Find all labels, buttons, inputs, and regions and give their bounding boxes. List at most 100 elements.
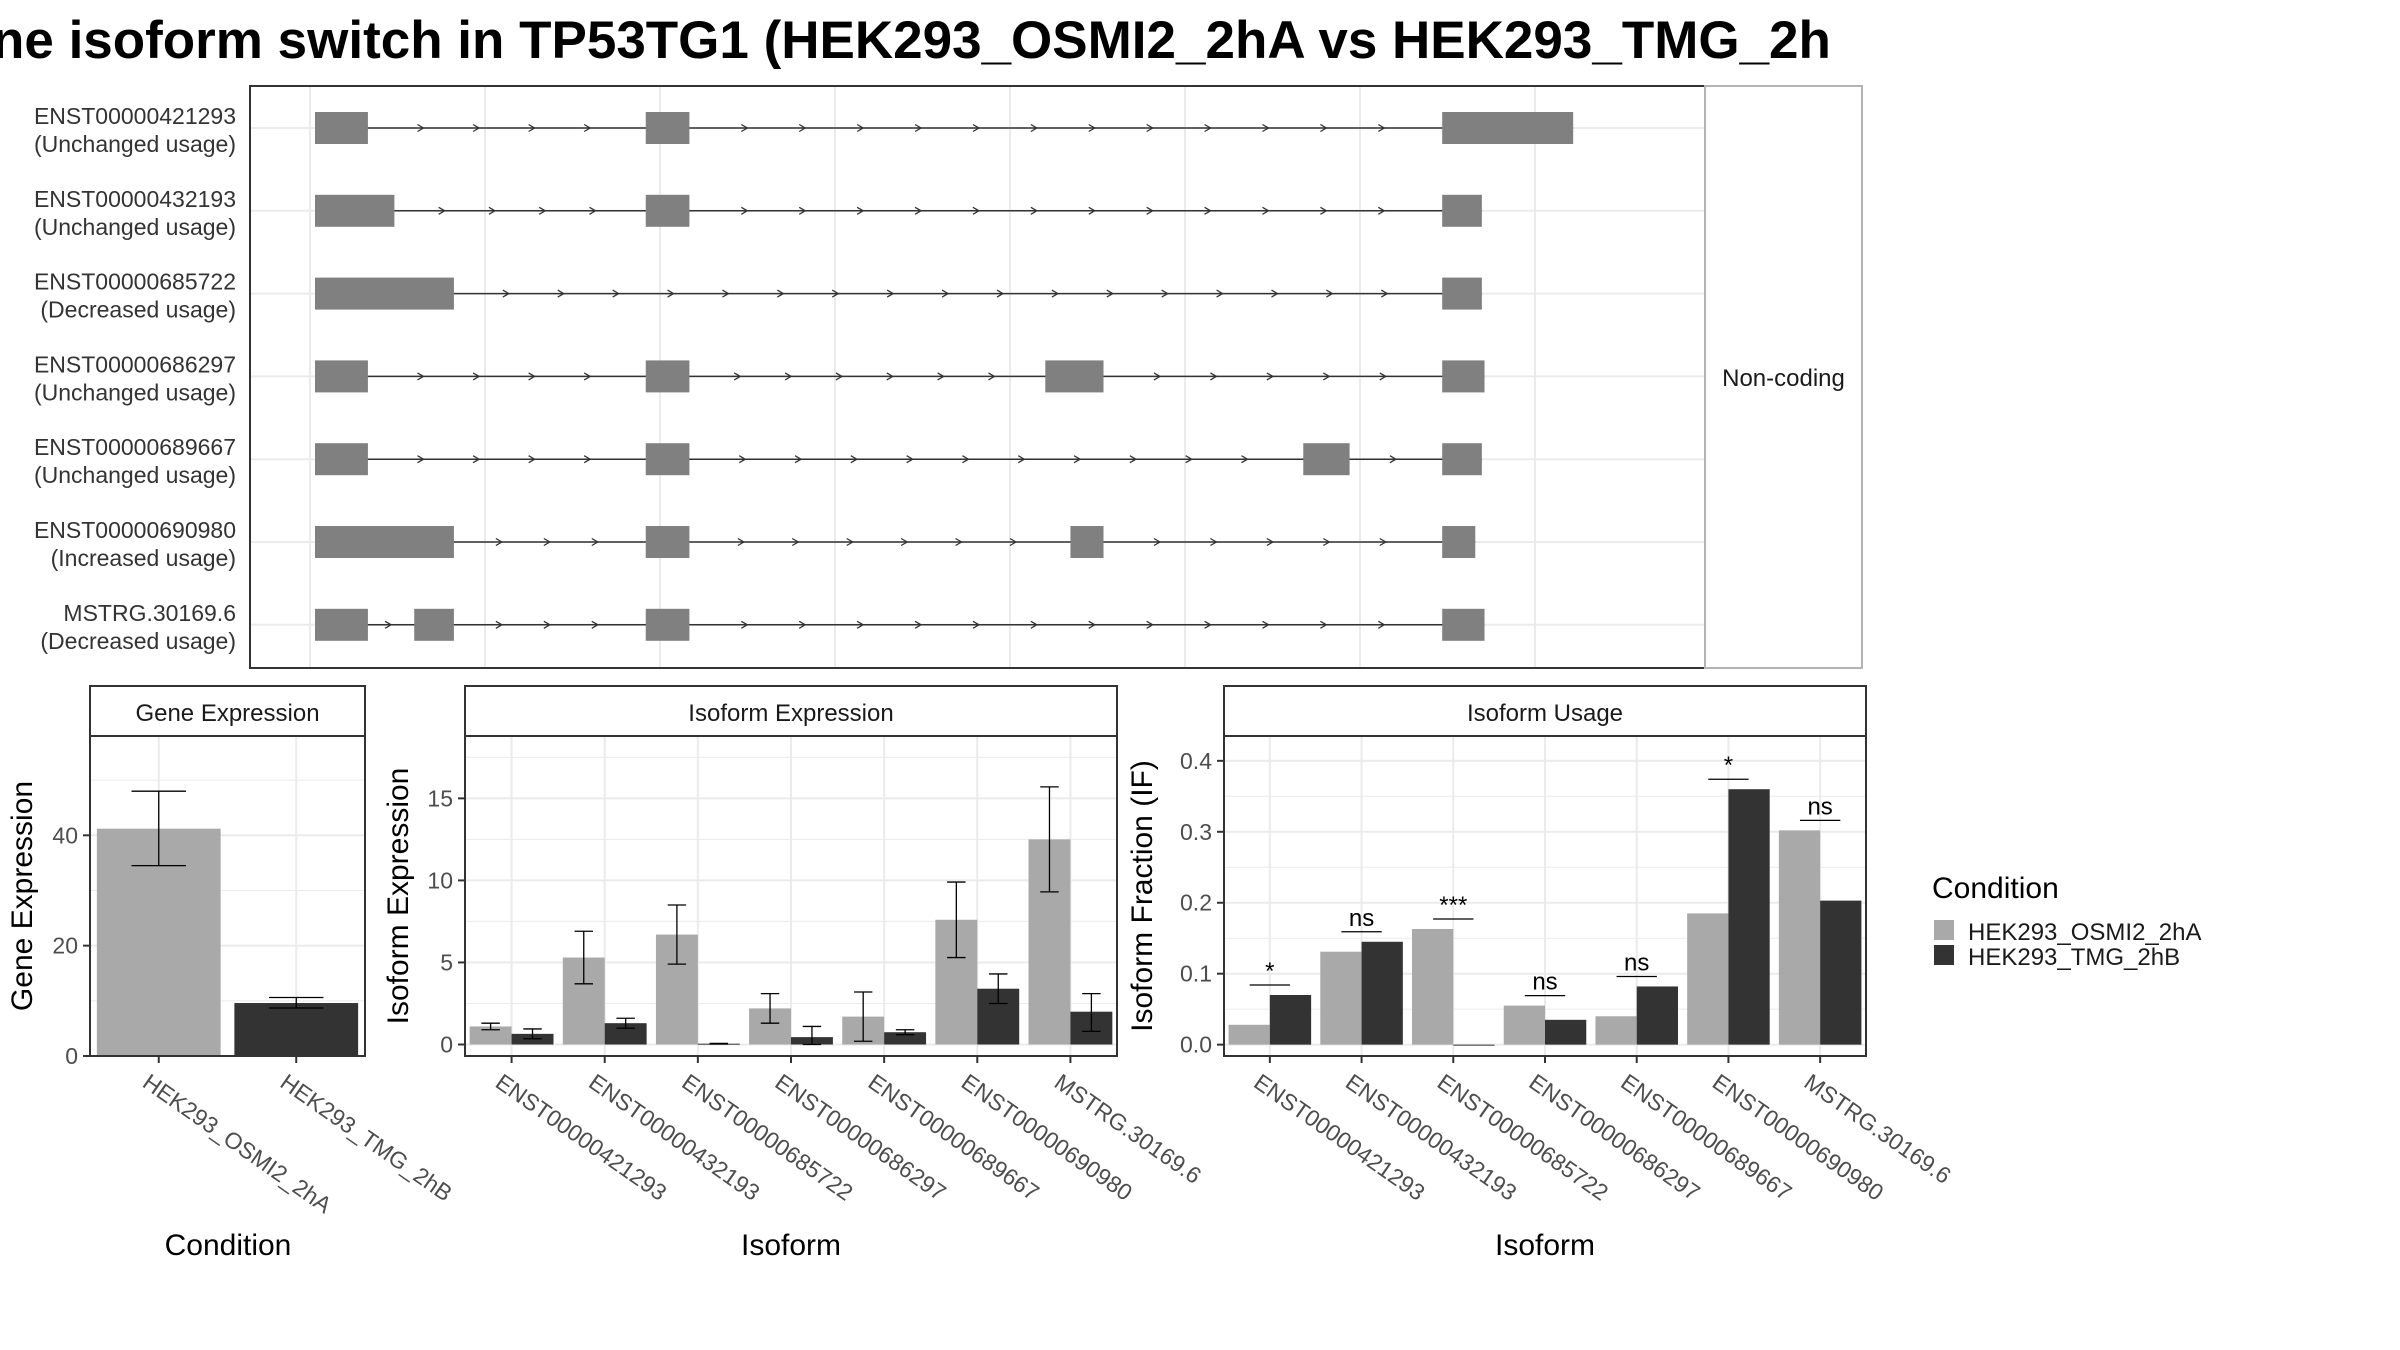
- significance-label: ns: [1532, 969, 1557, 996]
- intron-direction-arrow: [733, 372, 742, 381]
- exon-block: [1442, 277, 1482, 310]
- intron-direction-arrow: [1377, 620, 1386, 629]
- exon-block: [315, 194, 395, 227]
- intron-direction-arrow: [1051, 289, 1060, 298]
- y-axis-title: Isoform Fraction (IF): [1126, 760, 1159, 1032]
- bar: [469, 1026, 512, 1045]
- intron-direction-arrow: [740, 206, 749, 215]
- transcript-usage-label: (Unchanged usage): [34, 214, 236, 240]
- intron-direction-arrow: [1153, 537, 1162, 547]
- y-tick-label: 0: [65, 1043, 78, 1069]
- intron-direction-arrow: [738, 455, 747, 464]
- intron-direction-arrow: [528, 372, 536, 381]
- intron-direction-arrow: [1088, 123, 1097, 133]
- exon-block: [1070, 526, 1104, 558]
- panel-strip-title: Isoform Expression: [688, 700, 893, 727]
- intron-direction-arrow: [937, 372, 945, 381]
- intron-direction-arrow: [886, 372, 895, 381]
- intron-direction-arrow: [591, 537, 600, 547]
- non-coding-label: Non-coding: [1722, 365, 1845, 392]
- bar: [1269, 994, 1312, 1045]
- transcript-usage-label: (Unchanged usage): [34, 379, 236, 405]
- bar: [96, 828, 221, 1056]
- non-coding-strip: [1704, 85, 1863, 669]
- legend-swatch-b: [1934, 945, 1954, 965]
- intron-direction-arrow: [955, 537, 963, 547]
- intron-direction-arrow: [1030, 206, 1039, 215]
- intron-direction-arrow: [1320, 123, 1328, 133]
- bar: [234, 1003, 359, 1056]
- intron-direction-arrow: [583, 123, 592, 133]
- intron-direction-arrow: [850, 455, 859, 464]
- intron-direction-arrow: [1146, 620, 1154, 629]
- x-tick-label: ENST00000421293: [1249, 1069, 1429, 1206]
- intron-direction-arrow: [798, 123, 807, 133]
- intron-direction-arrow: [972, 206, 981, 215]
- exon-block: [1442, 112, 1574, 144]
- intron-direction-arrow: [1088, 206, 1097, 215]
- panel-strip: [1223, 685, 1867, 737]
- intron-direction-arrow: [583, 372, 592, 381]
- intron-direction-arrow: [900, 537, 909, 547]
- intron-direction-arrow: [1030, 620, 1039, 629]
- x-tick-label: ENST00000421293: [491, 1069, 671, 1206]
- intron-direction-arrow: [543, 537, 552, 547]
- bar: [1636, 986, 1678, 1045]
- intron-direction-arrow: [1129, 455, 1138, 464]
- bar: [1687, 913, 1729, 1045]
- exon-block: [1442, 443, 1482, 476]
- intron-direction-arrow: [1377, 206, 1386, 215]
- intron-direction-arrow: [1146, 206, 1154, 215]
- intron-direction-arrow: [1271, 289, 1279, 298]
- intron-direction-arrow: [1241, 455, 1249, 464]
- transcript-id-label: ENST00000686297: [34, 351, 236, 377]
- intron-direction-arrow: [1322, 537, 1331, 547]
- intron-direction-arrow: [740, 123, 749, 133]
- intron-direction-arrow: [941, 289, 950, 298]
- y-tick-label: 15: [427, 785, 453, 811]
- intron-direction-arrow: [1379, 372, 1388, 381]
- y-tick-label: 0.2: [1180, 890, 1212, 916]
- intron-direction-arrow: [794, 455, 803, 464]
- bar: [1545, 1019, 1587, 1045]
- transcript-id-label: ENST00000432193: [34, 186, 236, 212]
- transcript-usage-label: (Increased usage): [51, 545, 236, 571]
- intron-direction-arrow: [384, 620, 393, 629]
- intron-direction-arrow: [914, 206, 923, 215]
- intron-direction-arrow: [1262, 123, 1270, 133]
- intron-direction-arrow: [1216, 289, 1224, 298]
- transcript-id-label: MSTRG.30169.6: [63, 600, 236, 626]
- intron-direction-arrow: [835, 372, 844, 381]
- bar: [1595, 1016, 1637, 1045]
- y-tick-label: 10: [427, 867, 453, 893]
- intron-direction-arrow: [798, 206, 807, 215]
- intron-direction-arrow: [472, 123, 481, 133]
- x-tick-label: ENST00000686297: [1524, 1069, 1704, 1206]
- x-tick-label: ENST00000689667: [1616, 1069, 1796, 1206]
- x-tick-label: ENST00000685722: [677, 1069, 857, 1206]
- x-axis-title: Condition: [165, 1229, 292, 1262]
- significance-label: ***: [1439, 892, 1467, 919]
- intron-direction-arrow: [996, 289, 1005, 298]
- intron-direction-arrow: [1377, 123, 1386, 133]
- exon-block: [315, 112, 368, 144]
- panel-strip: [89, 685, 366, 737]
- exon-block: [1442, 194, 1482, 227]
- significance-label: *: [1724, 752, 1733, 779]
- bar: [604, 1023, 647, 1045]
- intron-direction-arrow: [1106, 289, 1115, 298]
- intron-direction-arrow: [1009, 537, 1018, 547]
- intron-direction-arrow: [972, 620, 981, 629]
- intron-direction-arrow: [972, 123, 981, 133]
- intron-direction-arrow: [988, 372, 996, 381]
- intron-direction-arrow: [1266, 372, 1275, 381]
- significance-label: ns: [1349, 905, 1374, 932]
- intron-direction-arrow: [962, 455, 970, 464]
- exon-block: [315, 608, 368, 641]
- y-tick-label: 20: [52, 933, 78, 959]
- legend-swatch-a: [1934, 920, 1954, 940]
- bar: [1453, 1044, 1495, 1046]
- exon-block: [1442, 526, 1476, 558]
- intron-direction-arrow: [583, 455, 592, 464]
